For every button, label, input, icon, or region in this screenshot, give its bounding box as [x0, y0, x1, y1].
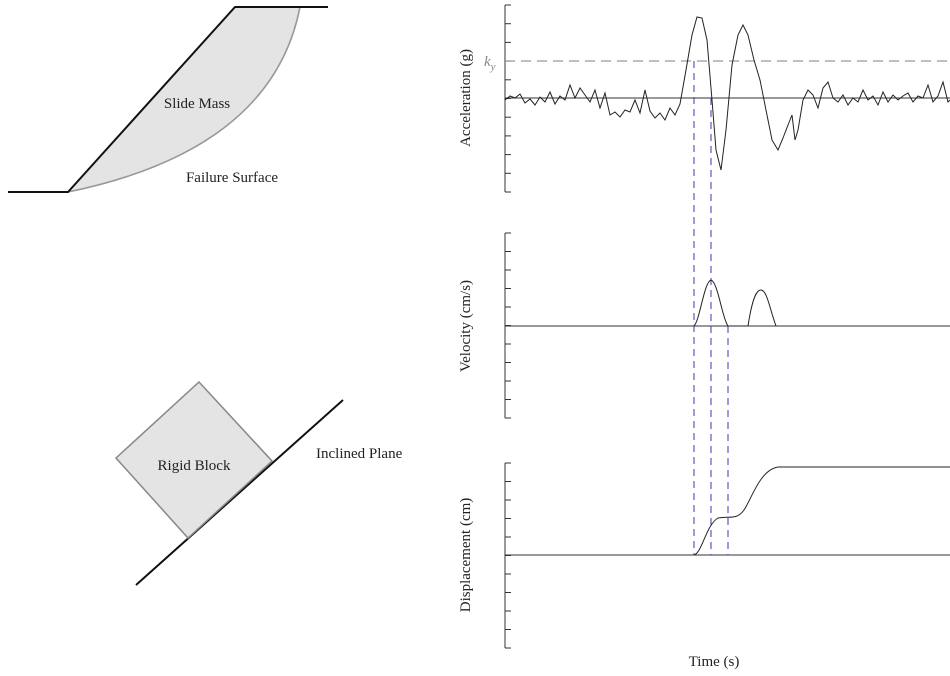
- slope-ground: [8, 6, 328, 193]
- displacement-label: Displacement (cm): [458, 498, 474, 613]
- rigid-block-label: Rigid Block: [158, 458, 231, 474]
- threshold-lines: [693, 61, 729, 555]
- acceleration-wave: [504, 16, 950, 171]
- ky-sub: y: [490, 61, 496, 73]
- ky-label: ky: [484, 54, 496, 73]
- ky-main: k: [484, 54, 491, 70]
- acceleration-label: Acceleration (g): [458, 49, 474, 147]
- inclined-plane: [135, 399, 344, 586]
- velocity-label: Velocity (cm/s): [458, 280, 474, 372]
- velocity-wave: [693, 279, 777, 327]
- inclined-plane-label: Inclined Plane: [316, 446, 403, 462]
- slide-mass: [68, 7, 300, 192]
- slide-mass-label: Slide Mass: [164, 96, 230, 112]
- time-label: Time (s): [689, 654, 740, 670]
- rigid-block: [114, 380, 274, 540]
- failure-surface: [67, 6, 301, 193]
- displacement-wave: [693, 466, 950, 556]
- failure-surface-label: Failure Surface: [186, 170, 278, 186]
